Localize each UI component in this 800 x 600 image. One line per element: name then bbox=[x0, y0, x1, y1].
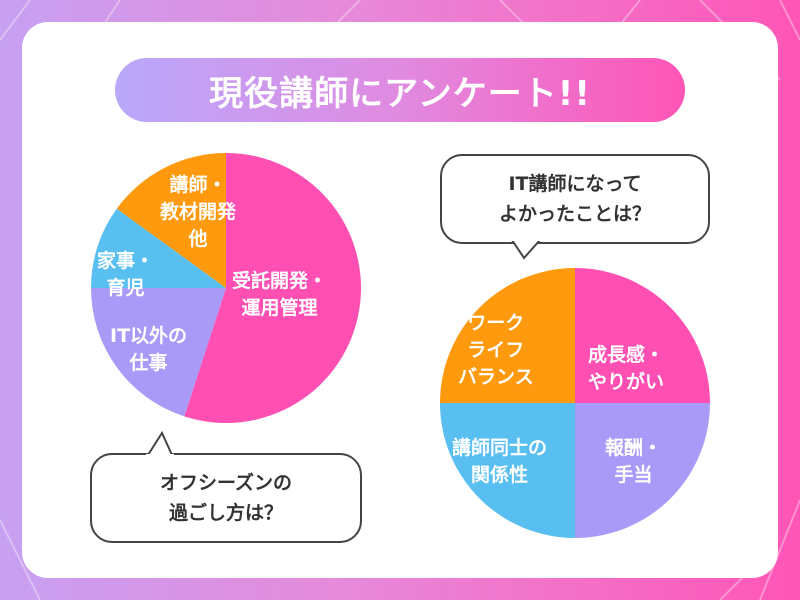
pie-1-slice-1 bbox=[575, 403, 710, 538]
label-pay: 報酬・ 手当 bbox=[605, 437, 663, 486]
pie-0-slice-1 bbox=[91, 288, 226, 417]
label-non-it-work: IT以外の 仕事 bbox=[110, 325, 188, 374]
pie-1-slice-2 bbox=[440, 403, 575, 538]
bubble-tail-right bbox=[511, 239, 541, 260]
chart-title-benefits: IT講師になって よかったことは？ bbox=[440, 154, 710, 244]
bubble-tail-left bbox=[147, 430, 173, 456]
label-work-life: ワーク ライフ バランス bbox=[458, 312, 534, 388]
label-contract-dev: 受託開発・ 運用管理 bbox=[232, 270, 328, 319]
pie-0-slice-2 bbox=[91, 208, 226, 288]
chart-title-offseason: オフシーズンの 過ごし方は？ bbox=[90, 453, 362, 543]
label-housework: 家事・ 育児 bbox=[97, 250, 155, 299]
page-title: 現役講師にアンケート!! bbox=[115, 58, 685, 122]
label-growth: 成長感・ やりがい bbox=[588, 344, 665, 393]
pie-1-slice-3 bbox=[440, 268, 575, 403]
pie-1-slice-0 bbox=[575, 268, 710, 403]
pie-0-slice-3 bbox=[116, 153, 226, 288]
label-relationships: 講師同士の 関係性 bbox=[452, 437, 548, 486]
label-teaching: 講師・ 教材開発 他 bbox=[160, 174, 237, 250]
pie-0-slice-0 bbox=[184, 153, 361, 424]
